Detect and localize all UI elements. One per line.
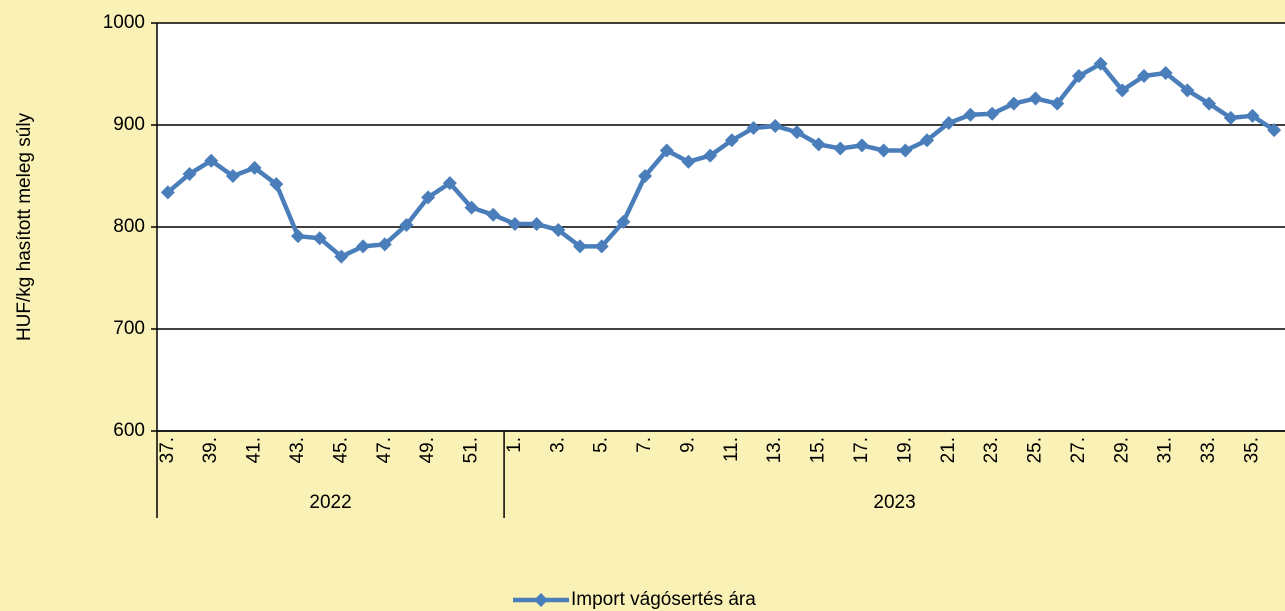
data-point bbox=[963, 107, 978, 122]
data-point bbox=[269, 177, 284, 192]
x-tick-label: 33. bbox=[1198, 437, 1219, 463]
x-tick-label: 27. bbox=[1068, 437, 1089, 463]
data-point bbox=[442, 176, 457, 191]
y-axis-title: HUF/kg hasított meleg súly bbox=[14, 112, 35, 341]
data-point bbox=[941, 115, 956, 130]
data-point bbox=[789, 125, 804, 140]
data-point bbox=[703, 148, 718, 163]
data-point bbox=[1071, 69, 1086, 84]
x-tick-label: 3. bbox=[547, 437, 568, 453]
x-tick-label: 37. bbox=[157, 437, 178, 463]
data-point bbox=[1180, 83, 1195, 98]
data-point bbox=[1028, 91, 1043, 106]
x-tick-label: 5. bbox=[591, 437, 612, 453]
x-tick-label: 13. bbox=[764, 437, 785, 463]
data-point bbox=[811, 137, 826, 152]
data-point bbox=[1267, 123, 1282, 138]
legend-label: Import vágósertés ára bbox=[571, 589, 756, 610]
data-point bbox=[594, 239, 609, 254]
data-point bbox=[486, 207, 501, 222]
data-point bbox=[681, 154, 696, 169]
y-tick-label: 1000 bbox=[103, 12, 145, 33]
data-point bbox=[1093, 56, 1108, 71]
x-group-label: 2022 bbox=[309, 492, 351, 513]
y-tick-label: 900 bbox=[113, 114, 145, 135]
data-point bbox=[876, 143, 891, 158]
x-tick-label: 15. bbox=[808, 437, 829, 463]
legend-marker bbox=[534, 593, 548, 607]
x-tick-label: 25. bbox=[1025, 437, 1046, 463]
x-tick-label: 19. bbox=[894, 437, 915, 463]
data-point bbox=[1137, 69, 1151, 84]
x-tick-label: 23. bbox=[981, 437, 1002, 463]
x-tick-label: 31. bbox=[1155, 437, 1176, 463]
data-point bbox=[160, 185, 175, 200]
x-tick-label: 9. bbox=[677, 437, 698, 453]
data-point bbox=[1202, 96, 1217, 111]
x-tick-label: 49. bbox=[417, 437, 438, 463]
series-line bbox=[166, 61, 1276, 259]
data-point bbox=[247, 160, 262, 175]
y-tick-label: 800 bbox=[113, 216, 145, 237]
data-point bbox=[551, 223, 566, 238]
data-point bbox=[356, 239, 371, 254]
data-point bbox=[616, 214, 631, 229]
data-point bbox=[334, 249, 349, 264]
series bbox=[160, 56, 1282, 264]
data-point bbox=[1223, 110, 1238, 125]
x-tick-label: 47. bbox=[374, 437, 395, 463]
x-tick-label: 7. bbox=[634, 437, 655, 453]
x-tick-label: 51. bbox=[461, 437, 482, 463]
data-point bbox=[464, 200, 479, 215]
data-point bbox=[377, 237, 392, 252]
data-point bbox=[920, 133, 935, 148]
data-point bbox=[1115, 83, 1130, 98]
y-tick-label: 700 bbox=[113, 318, 145, 339]
data-point bbox=[985, 106, 1000, 121]
x-tick-label: 1. bbox=[504, 437, 525, 453]
data-point bbox=[659, 143, 674, 158]
x-tick-label: 11. bbox=[721, 437, 742, 462]
data-point bbox=[225, 169, 240, 183]
data-point bbox=[638, 169, 653, 183]
data-point bbox=[855, 138, 869, 153]
data-point bbox=[421, 190, 436, 205]
x-tick-label: 45. bbox=[330, 437, 351, 463]
data-point bbox=[1050, 96, 1065, 111]
x-group-label: 2023 bbox=[873, 492, 915, 513]
data-point bbox=[291, 229, 305, 244]
y-tick-label: 600 bbox=[113, 420, 145, 441]
data-point bbox=[1006, 96, 1021, 111]
x-tick-label: 41. bbox=[244, 437, 265, 463]
data-point bbox=[724, 133, 739, 148]
data-point bbox=[768, 119, 783, 134]
x-tick-label: 43. bbox=[287, 437, 308, 463]
x-tick-label: 35. bbox=[1241, 437, 1262, 463]
data-point bbox=[507, 216, 522, 231]
x-tick-label: 39. bbox=[200, 437, 221, 463]
data-point bbox=[182, 166, 197, 181]
data-point bbox=[898, 143, 913, 158]
data-point bbox=[746, 121, 761, 136]
data-point bbox=[204, 153, 219, 168]
data-point bbox=[833, 141, 848, 156]
x-tick-label: 17. bbox=[851, 437, 872, 463]
x-tick-label: 21. bbox=[938, 437, 959, 463]
data-point bbox=[312, 231, 327, 246]
data-point bbox=[529, 216, 544, 231]
data-point bbox=[1158, 65, 1173, 80]
data-point bbox=[399, 217, 414, 232]
x-tick-label: 29. bbox=[1111, 437, 1132, 463]
data-point bbox=[573, 239, 587, 254]
data-point bbox=[1245, 108, 1260, 123]
